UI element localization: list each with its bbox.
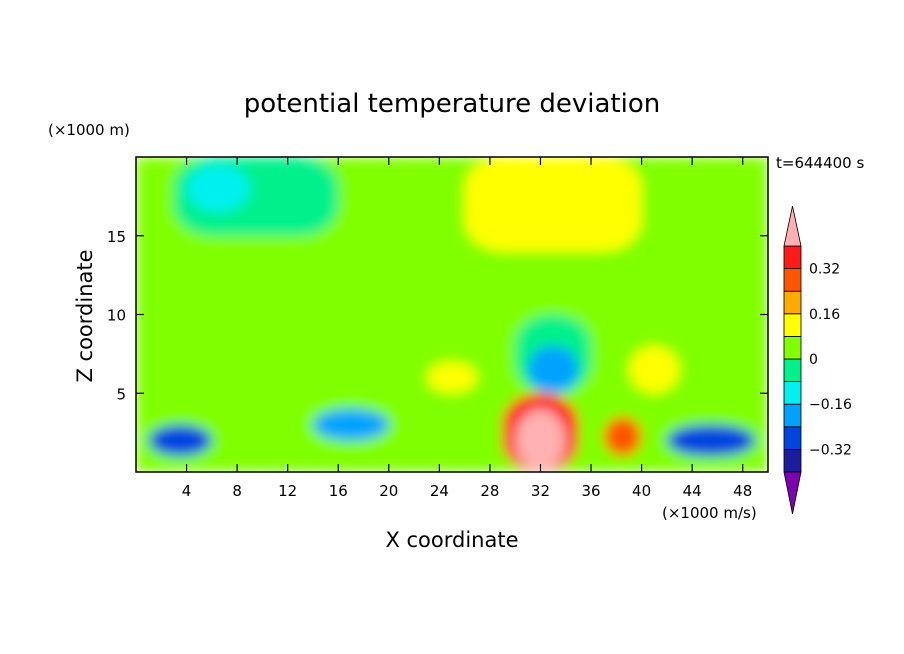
x-tick-label: 12: [278, 482, 297, 500]
x-unit-label: (×1000 m/s): [662, 504, 757, 522]
field-region: [666, 424, 756, 457]
chart-title: potential temperature deviation: [244, 89, 660, 119]
colorbar-box: [783, 426, 802, 450]
field-region: [464, 157, 642, 252]
colorbar: 0.32 0.16 0 −0.16 −0.32: [783, 205, 852, 515]
colorbar-label: −0.16: [809, 397, 852, 413]
y-tick-label: 5: [116, 385, 126, 403]
colorbar-box: [783, 403, 802, 428]
x-tick-label: 16: [329, 482, 348, 500]
field-region: [603, 416, 642, 457]
x-tick-label: 4: [182, 482, 192, 500]
field-region: [312, 409, 389, 441]
colorbar-box: [783, 268, 802, 292]
y-axis-label: Z coordinate: [73, 249, 97, 382]
colorbar-box: [783, 313, 802, 337]
field-region: [186, 164, 250, 213]
time-label: t=644400 s: [776, 154, 864, 172]
colorbar-label: 0.16: [809, 307, 840, 323]
y-unit-label: (×1000 m): [48, 121, 130, 139]
field-region: [515, 409, 566, 472]
x-tick-label: 20: [379, 482, 398, 500]
colorbar-box: [783, 245, 802, 270]
field-region: [527, 346, 579, 394]
colorbar-label: 0.32: [809, 262, 840, 278]
x-tick-label: 32: [531, 482, 550, 500]
x-tick-label: 28: [480, 482, 499, 500]
y-tick-label: 10: [107, 307, 126, 325]
colorbar-label: −0.32: [809, 442, 852, 458]
colorbar-label: 0: [809, 352, 818, 368]
x-tick-label: 48: [733, 482, 752, 500]
x-tick-label: 24: [430, 482, 449, 500]
field-region: [426, 361, 478, 394]
x-tick-label: 36: [581, 482, 600, 500]
colorbar-box: [783, 335, 802, 360]
x-axis: 4 8 12 16 20 24 28 32 36 40 44 48: [182, 157, 752, 500]
colorbar-box: [783, 358, 802, 383]
colorbar-box: [783, 381, 802, 405]
y-tick-label: 15: [107, 228, 126, 246]
x-axis-label: X coordinate: [385, 528, 518, 552]
colorbar-min-triangle: [783, 471, 802, 515]
colorbar-max-triangle: [783, 205, 802, 247]
field-region: [628, 346, 680, 394]
plot-area: [136, 157, 768, 472]
field-region: [148, 424, 212, 457]
colorbar-box: [783, 290, 802, 315]
x-tick-label: 44: [683, 482, 702, 500]
y-axis: 5 10 15: [107, 228, 768, 403]
x-tick-label: 40: [632, 482, 651, 500]
colorbar-box: [783, 448, 802, 473]
x-tick-label: 8: [232, 482, 242, 500]
